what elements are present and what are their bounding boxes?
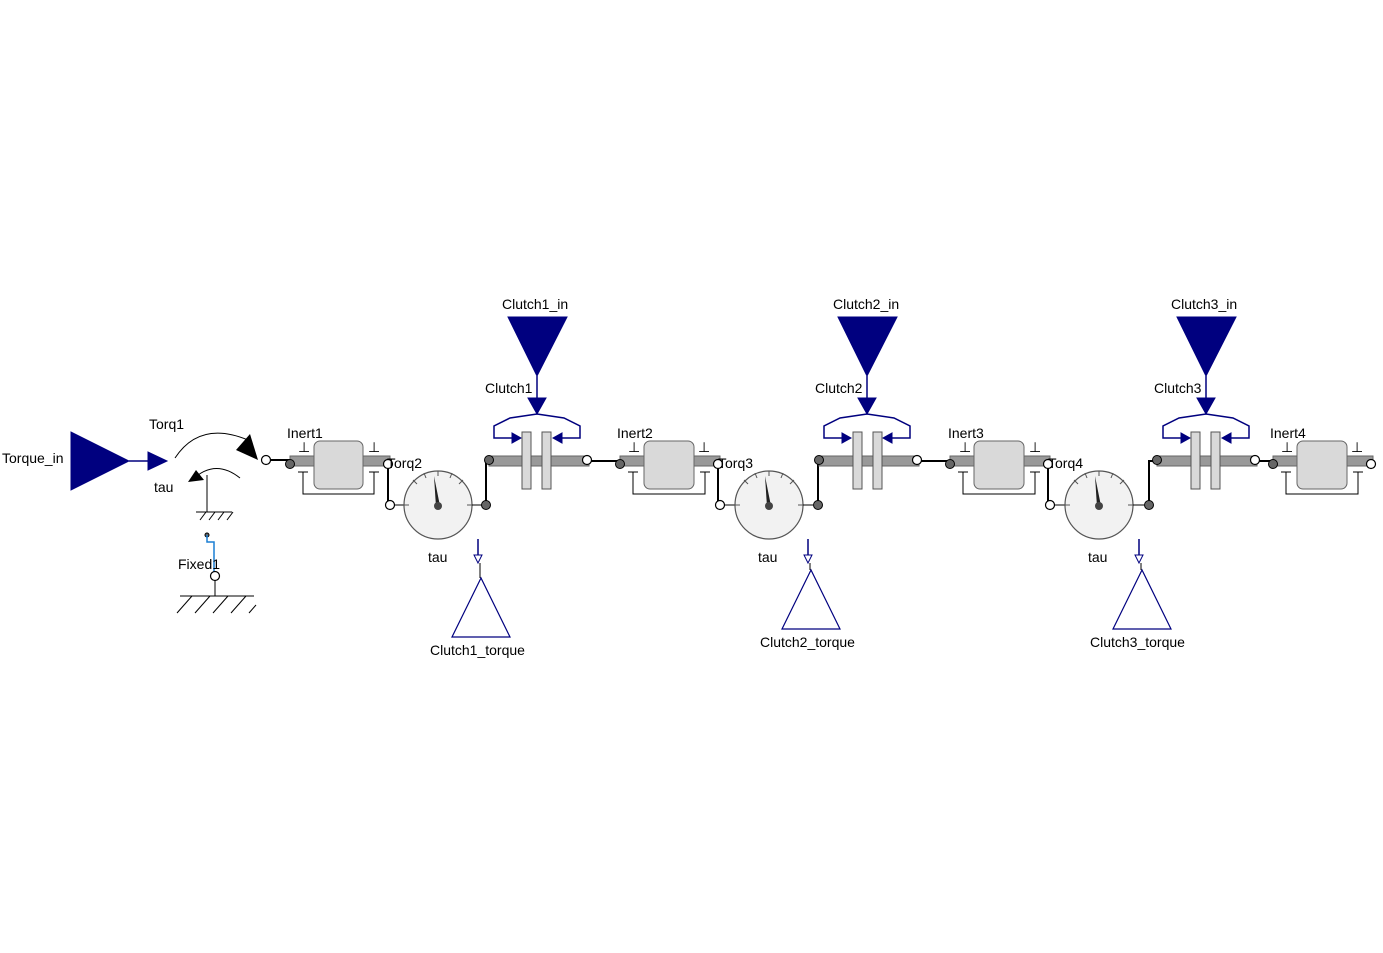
torq2-needle-icon (434, 476, 440, 507)
clutch1-torque-label: Clutch1_torque (430, 642, 525, 658)
torq2-label: Torq2 (387, 455, 422, 471)
clutch3-label: Clutch3 (1154, 380, 1202, 396)
clutch2-torque-label: Clutch2_torque (760, 634, 855, 650)
inert2-flange-a[interactable] (615, 459, 625, 469)
clutch2-in-arrow-icon (857, 397, 877, 416)
inert1-perp-left: ⊥ (298, 439, 310, 455)
torq1-arrow-icon (236, 434, 258, 460)
torq4-flange-a[interactable] (1044, 499, 1056, 511)
torq3-sensor[interactable]: Torq3 tau (714, 455, 823, 565)
clutch1-flange-b[interactable] (581, 454, 593, 466)
fixed-wire (206, 535, 215, 576)
fixed1-port[interactable] (209, 570, 221, 582)
inert1-label: Inert1 (287, 425, 323, 441)
clutch2-block[interactable]: Clutch2_in Clutch2 (814, 296, 923, 490)
clutch1-block[interactable]: Clutch1_in Clutch1 (484, 296, 593, 490)
clutch2-torque-output[interactable]: Clutch2_torque (760, 563, 855, 650)
clutch3-in-triangle[interactable] (1176, 316, 1237, 378)
clutch2-in-label: Clutch2_in (833, 296, 899, 312)
clutch3-torque-label: Clutch3_torque (1090, 634, 1185, 650)
torque-in-triangle (70, 431, 131, 491)
inert4-perp-right: ⊥ (1351, 439, 1363, 455)
torq3-needle-icon (765, 476, 771, 507)
inert3-block[interactable]: Inert3 ⊥ ⊥ (945, 425, 1054, 495)
torq4-flange-b[interactable] (1144, 500, 1154, 510)
clutch1-in-label: Clutch1_in (502, 296, 568, 312)
clutch2-flange-a[interactable] (814, 455, 824, 465)
torq4-sensor[interactable]: Torq4 tau (1044, 455, 1154, 565)
torq3-tau-label: tau (758, 549, 777, 565)
inert4-flange-b[interactable] (1365, 458, 1377, 470)
clutch3-flange-a[interactable] (1152, 455, 1162, 465)
clutch2-in-triangle[interactable] (837, 316, 898, 378)
inert4-flange-a[interactable] (1268, 459, 1278, 469)
torq1-tau-label: tau (154, 479, 173, 495)
torq4-label: Torq4 (1048, 455, 1083, 471)
clutch3-in-arrow-icon (1196, 397, 1216, 416)
torq3-flange-b[interactable] (813, 500, 823, 510)
clutch2-flange-b[interactable] (911, 454, 923, 466)
inert3-perp-right: ⊥ (1029, 439, 1041, 455)
clutch1-in-arrow-icon (527, 397, 547, 416)
clutch1-flange-a[interactable] (484, 455, 494, 465)
inert1-perp-right: ⊥ (368, 439, 380, 455)
clutch1-torque-triangle (451, 576, 511, 638)
clutch1-torque-output[interactable]: Clutch1_torque (430, 563, 525, 658)
torq2-flange-a[interactable] (384, 499, 396, 511)
torque-in-label: Torque_in (2, 450, 64, 466)
inert4-block[interactable]: Inert4 ⊥ ⊥ (1268, 425, 1377, 495)
torque-in-block[interactable]: Torque_in (2, 431, 169, 491)
torque-in-arrow-icon (147, 451, 169, 471)
torq1-label: Torq1 (149, 416, 184, 432)
torq3-label: Torq3 (718, 455, 753, 471)
inert1-flange-a[interactable] (285, 459, 295, 469)
clutch1-in-triangle[interactable] (507, 316, 568, 378)
inert2-perp-right: ⊥ (698, 439, 710, 455)
inert1-block[interactable]: Inert1 ⊥ ⊥ (285, 425, 394, 495)
torq1-source[interactable]: Torq1 tau (149, 416, 272, 538)
torq1-flange-port[interactable] (260, 454, 272, 466)
clutch1-label: Clutch1 (485, 380, 533, 396)
clutch3-block[interactable]: Clutch3_in Clutch3 (1152, 296, 1261, 490)
inert3-perp-left: ⊥ (959, 439, 971, 455)
torq2-flange-b[interactable] (481, 500, 491, 510)
torq3-flange-a[interactable] (714, 499, 726, 511)
inert2-label: Inert2 (617, 425, 653, 441)
inert2-block[interactable]: Inert2 ⊥ ⊥ (615, 425, 724, 495)
clutch3-in-label: Clutch3_in (1171, 296, 1237, 312)
torq4-tau-label: tau (1088, 549, 1107, 565)
clutch3-torque-triangle (1112, 568, 1172, 630)
clutch2-torque-triangle (781, 568, 841, 630)
inert2-perp-left: ⊥ (628, 439, 640, 455)
torq2-tau-label: tau (428, 549, 447, 565)
inert4-label: Inert4 (1270, 425, 1306, 441)
inert3-label: Inert3 (948, 425, 984, 441)
torq1-back-arrow-icon (188, 470, 204, 482)
clutch3-torque-output[interactable]: Clutch3_torque (1090, 563, 1185, 650)
fixed1-label: Fixed1 (178, 556, 220, 572)
fixed1-block[interactable]: Fixed1 (176, 535, 257, 614)
torq4-needle-icon (1095, 476, 1101, 507)
clutch3-flange-b[interactable] (1249, 454, 1261, 466)
torq2-sensor[interactable]: Torq2 tau (384, 455, 491, 565)
inert3-flange-a[interactable] (945, 459, 955, 469)
inert4-perp-left: ⊥ (1281, 439, 1293, 455)
clutch2-label: Clutch2 (815, 380, 863, 396)
